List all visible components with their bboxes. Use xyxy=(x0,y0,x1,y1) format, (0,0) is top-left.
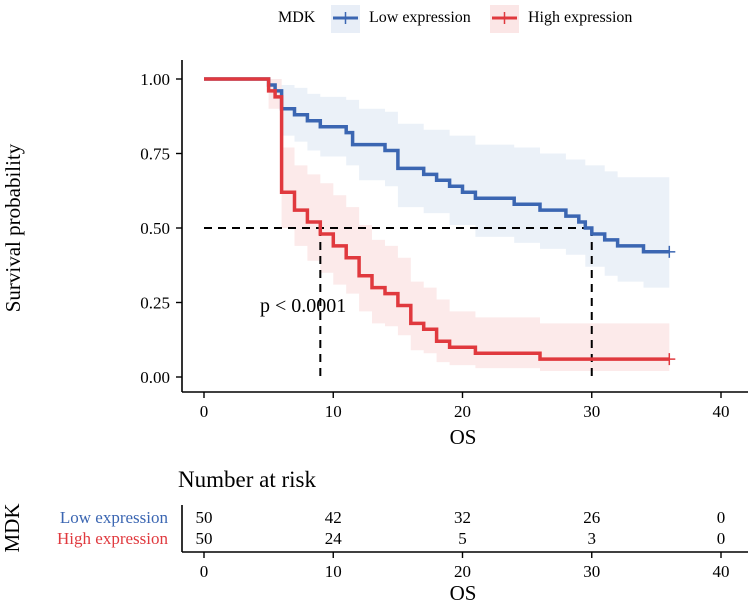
y-tick-labels: 0.00 0.25 0.50 0.75 1.00 xyxy=(140,70,182,387)
risk-value-low-30: 26 xyxy=(583,508,600,527)
x-axis-title: OS xyxy=(450,425,477,449)
risk-x-tick-label-30: 30 xyxy=(583,562,600,581)
x-tick-label-30: 30 xyxy=(583,402,600,421)
risk-table-title: Number at risk xyxy=(178,467,316,492)
risk-value-low-0: 50 xyxy=(196,508,213,527)
risk-x-tick-label-10: 10 xyxy=(325,562,342,581)
y-tick-label-0.75: 0.75 xyxy=(140,145,170,164)
x-tick-label-0: 0 xyxy=(200,402,209,421)
x-tick-labels: 0 10 20 30 40 xyxy=(200,392,730,421)
risk-x-axis-title: OS xyxy=(450,581,477,605)
ci-band-low xyxy=(204,79,670,288)
risk-value-high-30: 3 xyxy=(588,529,597,548)
risk-x-tick-label-20: 20 xyxy=(454,562,471,581)
risk-table-values: 50 42 32 26 0 50 24 5 3 0 xyxy=(196,508,726,548)
plot-axes xyxy=(181,60,748,393)
survival-curves xyxy=(204,77,676,366)
risk-row-label-high: High expression xyxy=(57,529,168,548)
risk-value-low-40: 0 xyxy=(717,508,726,527)
y-tick-label-0.00: 0.00 xyxy=(140,368,170,387)
survival-curve-low xyxy=(204,77,670,254)
x-tick-label-40: 40 xyxy=(713,402,730,421)
survival-curve-high xyxy=(204,77,670,361)
risk-x-tick-label-40: 40 xyxy=(713,562,730,581)
y-axis-title: Survival probability xyxy=(1,143,25,312)
x-tick-label-10: 10 xyxy=(325,402,342,421)
legend: MDK Low expression High expression xyxy=(278,5,632,33)
legend-label-low: Low expression xyxy=(369,9,471,26)
y-tick-label-1.00: 1.00 xyxy=(140,70,170,89)
x-tick-label-20: 20 xyxy=(454,402,471,421)
p-value-annotation: p < 0.0001 xyxy=(260,295,346,317)
risk-table-y-title: MDK xyxy=(0,503,24,552)
risk-table-axes xyxy=(181,505,748,553)
risk-x-tick-label-0: 0 xyxy=(200,562,209,581)
risk-value-high-10: 24 xyxy=(325,529,343,548)
y-tick-label-0.25: 0.25 xyxy=(140,294,170,313)
ci-band-high xyxy=(204,79,670,371)
risk-value-high-0: 50 xyxy=(196,529,213,548)
y-tick-label-0.50: 0.50 xyxy=(140,219,170,238)
risk-row-label-low: Low expression xyxy=(60,508,169,527)
risk-value-high-20: 5 xyxy=(458,529,467,548)
risk-value-high-40: 0 xyxy=(717,529,726,548)
risk-x-tick-labels: 0 10 20 30 40 xyxy=(200,552,730,581)
median-reference-lines xyxy=(204,227,593,377)
risk-value-low-10: 42 xyxy=(325,508,342,527)
risk-value-low-20: 32 xyxy=(454,508,471,527)
legend-label-high: High expression xyxy=(528,9,632,26)
legend-title: MDK xyxy=(278,9,316,26)
confidence-bands xyxy=(204,79,670,371)
